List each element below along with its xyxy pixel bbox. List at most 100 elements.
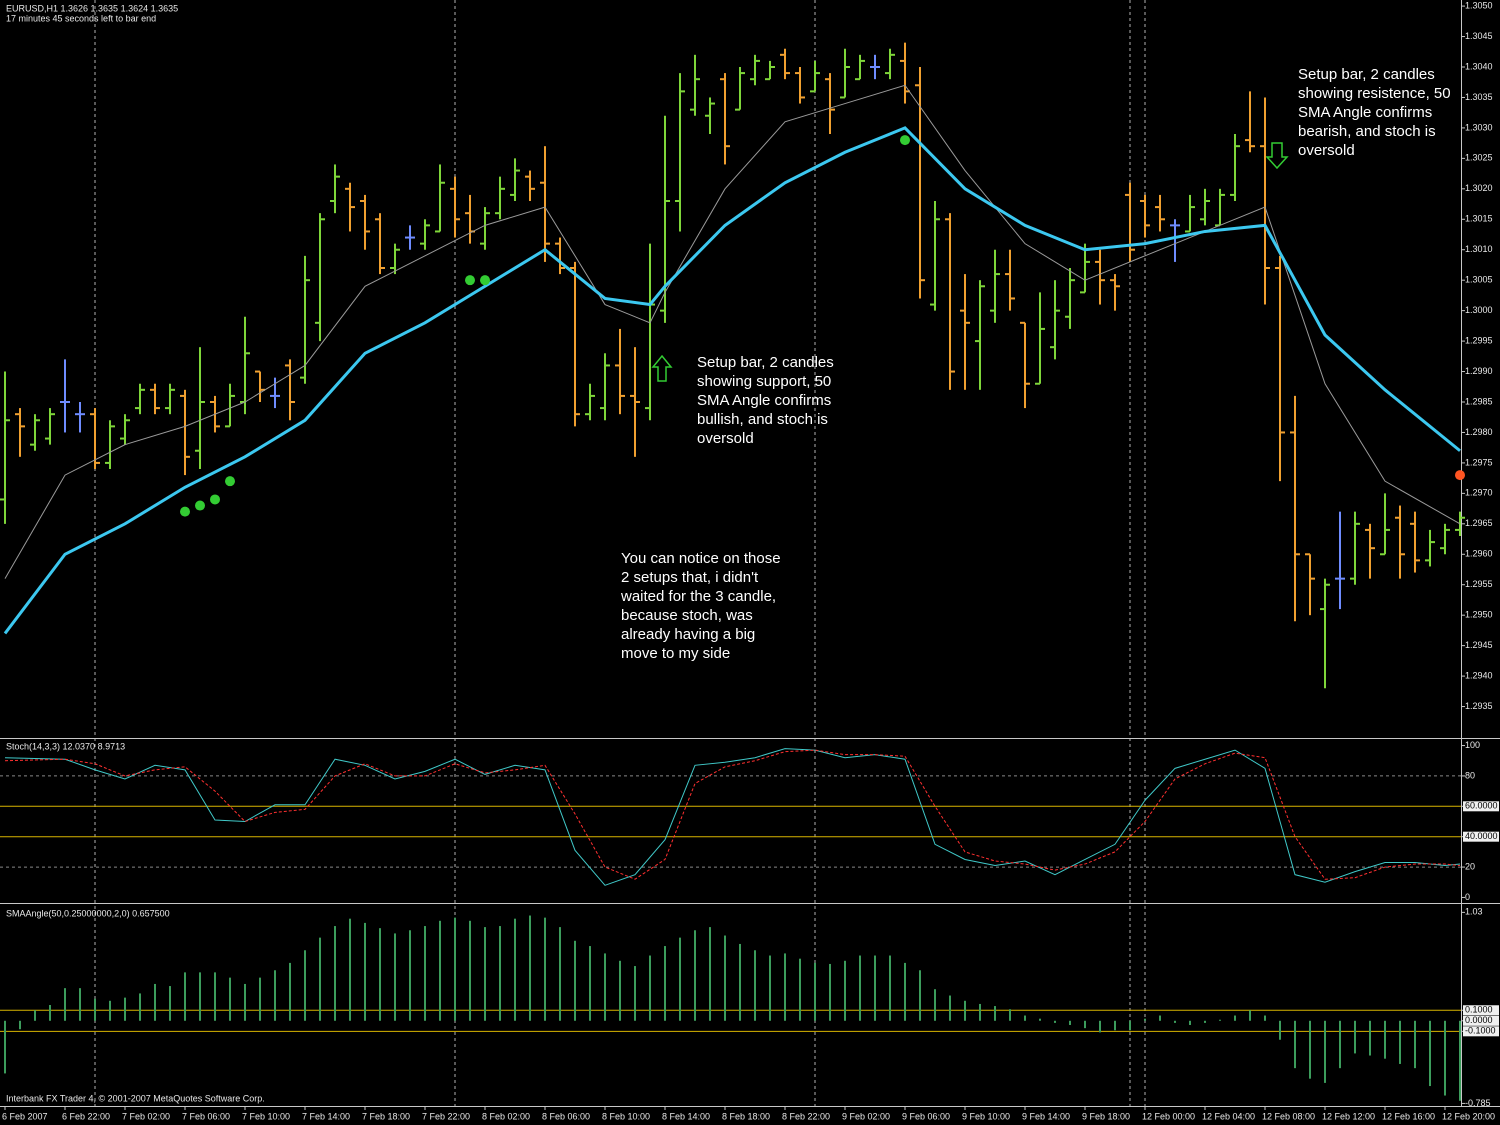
annotation: SMA Angle confirms <box>1298 104 1432 121</box>
histogram-bar <box>739 943 741 1021</box>
histogram-bar <box>754 950 756 1021</box>
x-tick-label: 6 Feb 22:00 <box>62 1111 110 1121</box>
histogram-bar <box>1264 1015 1266 1021</box>
indicator-line <box>4 749 1461 880</box>
histogram-bar <box>304 950 306 1021</box>
y-tick-label-box <box>1463 1026 1499 1037</box>
sell-arrow <box>1265 142 1289 170</box>
histogram-bar <box>784 953 786 1021</box>
histogram-bar <box>424 926 426 1021</box>
annotation: 2 setups that, i didn't <box>621 569 759 586</box>
histogram-bar <box>379 928 381 1021</box>
histogram-bar <box>1414 1020 1416 1069</box>
indicator-line <box>3 126 1461 635</box>
histogram-bar <box>1069 1020 1071 1025</box>
y-tick-label: 1.3025 <box>1465 153 1493 163</box>
x-tick-label: 12 Feb 08:00 <box>1262 1111 1315 1121</box>
histogram-bar <box>859 955 861 1021</box>
histogram-bar <box>1294 1020 1296 1069</box>
x-tick-label: 7 Feb 14:00 <box>302 1111 350 1121</box>
chart-title: EURUSD,H1 1.3626 1.3635 1.3624 1.3635 <box>6 3 178 13</box>
histogram-bar <box>919 970 921 1021</box>
y-tick-label: 1.03 <box>1465 907 1483 917</box>
histogram-bar <box>1399 1020 1401 1064</box>
x-tick-label: 6 Feb 2007 <box>2 1111 48 1121</box>
histogram-bar <box>1234 1015 1236 1021</box>
histogram-bar <box>1084 1020 1086 1029</box>
y-tick-label: 1.2990 <box>1465 366 1493 376</box>
x-tick-label: 12 Feb 00:00 <box>1142 1111 1195 1121</box>
y-tick-label: 1.3030 <box>1465 122 1493 132</box>
y-tick-label: 0.1000 <box>1465 1005 1493 1015</box>
annotation: Setup bar, 2 candles <box>1298 66 1435 83</box>
histogram-bar <box>349 918 351 1021</box>
histogram-bar <box>409 930 411 1021</box>
y-tick-label: 1.3010 <box>1465 244 1493 254</box>
histogram-bar <box>709 927 711 1021</box>
histogram-bar <box>889 955 891 1021</box>
histogram-bar <box>1054 1020 1056 1023</box>
y-tick-label: 1.2985 <box>1465 396 1493 406</box>
x-tick-label: 8 Feb 06:00 <box>542 1111 590 1121</box>
y-tick-label: 60.0000 <box>1465 801 1498 811</box>
x-tick-label: 7 Feb 10:00 <box>242 1111 290 1121</box>
y-tick-label: 1.2950 <box>1465 610 1493 620</box>
annotation: waited for the 3 candle, <box>620 588 776 605</box>
x-tick-label: 9 Feb 14:00 <box>1022 1111 1070 1121</box>
histogram-bar <box>1159 1015 1161 1021</box>
histogram-bar <box>454 917 456 1021</box>
y-tick-label-box <box>1463 1015 1499 1026</box>
histogram-bar <box>1369 1020 1371 1056</box>
x-tick-label: 12 Feb 20:00 <box>1442 1111 1495 1121</box>
indicator-line <box>4 748 1461 886</box>
histogram-bar <box>184 972 186 1021</box>
histogram-bar <box>1354 1020 1356 1054</box>
histogram-bar <box>559 927 561 1021</box>
y-tick-label: 1.3015 <box>1465 214 1493 224</box>
y-tick-label: 0.0000 <box>1465 1015 1493 1025</box>
histogram-bar <box>109 1000 111 1021</box>
histogram-bar <box>514 918 516 1021</box>
histogram-bar <box>1189 1020 1191 1025</box>
histogram-bar <box>799 958 801 1021</box>
histogram-bar <box>1099 1020 1101 1033</box>
histogram-bar <box>1009 1009 1011 1021</box>
histogram-bar <box>904 962 906 1021</box>
histogram-bar <box>949 995 951 1021</box>
annotation: showing resistence, 50 <box>1298 85 1451 102</box>
y-tick-label: -0.1000 <box>1465 1026 1496 1036</box>
signal-dot <box>210 494 220 505</box>
histogram-bar <box>484 927 486 1021</box>
histogram-bar <box>364 922 366 1021</box>
histogram-bar <box>259 977 261 1021</box>
histogram-bar <box>154 983 156 1021</box>
y-tick-label: 1.3050 <box>1465 0 1493 10</box>
histogram-bar <box>94 998 96 1021</box>
histogram-bar <box>679 937 681 1021</box>
histogram-bar <box>1339 1020 1341 1069</box>
histogram-bar <box>1249 1010 1251 1021</box>
annotation: bearish, and stoch is <box>1298 123 1436 140</box>
x-tick-label: 9 Feb 06:00 <box>902 1111 950 1121</box>
histogram-bar <box>229 977 231 1021</box>
x-tick-label: 7 Feb 22:00 <box>422 1111 470 1121</box>
y-tick-label: 1.3000 <box>1465 305 1493 315</box>
x-tick-label: 7 Feb 06:00 <box>182 1111 230 1121</box>
histogram-bar <box>1309 1020 1311 1079</box>
y-tick-label: 40.0000 <box>1465 831 1498 841</box>
histogram-bar <box>244 983 246 1021</box>
histogram-bar <box>439 920 441 1021</box>
histogram-bar <box>124 997 126 1021</box>
signal-dot <box>1455 470 1465 481</box>
histogram-bar <box>334 926 336 1021</box>
histogram-bar <box>769 955 771 1021</box>
x-tick-label: 7 Feb 18:00 <box>362 1111 410 1121</box>
histogram-bar <box>544 917 546 1021</box>
histogram-bar <box>529 915 531 1021</box>
y-tick-label: 1.2975 <box>1465 457 1493 467</box>
histogram-bar <box>79 988 81 1021</box>
footer: Interbank FX Trader 4, © 2001-2007 MetaQ… <box>6 1093 265 1103</box>
y-tick-label: 0 <box>1465 892 1470 902</box>
signal-dot <box>195 500 205 511</box>
